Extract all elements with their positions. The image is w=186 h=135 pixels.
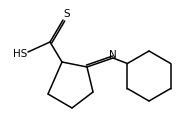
Text: HS: HS: [13, 49, 27, 59]
Text: N: N: [109, 50, 117, 60]
Text: S: S: [64, 9, 70, 19]
